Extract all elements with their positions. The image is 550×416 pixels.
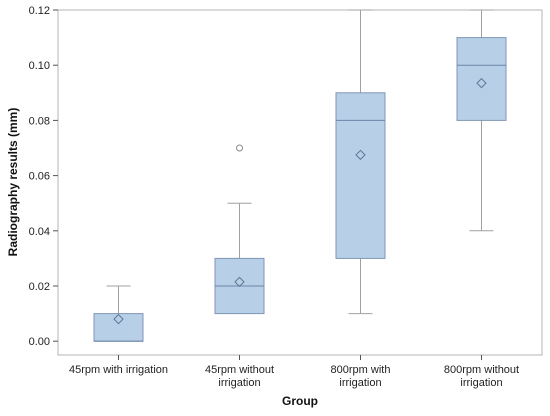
x-category-label: irrigation <box>218 377 260 389</box>
x-category-label: 800rpm without <box>444 364 519 376</box>
y-tick-label: 0.10 <box>29 60 50 72</box>
y-tick-label: 0.04 <box>29 226 50 238</box>
mean-marker <box>476 77 487 89</box>
y-tick-label: 0.12 <box>29 5 50 17</box>
box-iqr <box>93 313 144 342</box>
y-axis: 0.00 0.02 0.04 0.06 0.08 0.10 0.12 <box>29 5 58 348</box>
x-axis-title: Group <box>282 394 318 408</box>
y-tick-label: 0.00 <box>29 336 50 348</box>
plot-frame <box>57 9 543 356</box>
box-group <box>335 9 386 315</box>
y-tick-label: 0.08 <box>29 115 50 127</box>
x-category-label: 45rpm with irrigation <box>69 364 168 376</box>
y-tick-label: 0.06 <box>29 171 50 183</box>
y-tick-label: 0.02 <box>29 281 50 293</box>
box-series <box>93 9 507 342</box>
x-category-label: irrigation <box>339 377 381 389</box>
x-category-label: 45rpm without <box>205 364 274 376</box>
mean-marker <box>234 276 245 288</box>
box-group <box>456 9 507 232</box>
outlier-point <box>236 144 243 152</box>
x-category-label: 800rpm with <box>331 364 391 376</box>
x-axis: 45rpm with irrigation 45rpm withoutirriga… <box>69 355 519 389</box>
box-group <box>214 144 265 315</box>
y-axis-title: Radiography results (mm) <box>6 108 20 257</box>
x-category-label: irrigation <box>460 377 502 389</box>
mean-marker <box>355 149 366 161</box>
mean-marker <box>113 313 124 325</box>
box-group <box>93 285 144 342</box>
box-iqr <box>335 92 386 259</box>
